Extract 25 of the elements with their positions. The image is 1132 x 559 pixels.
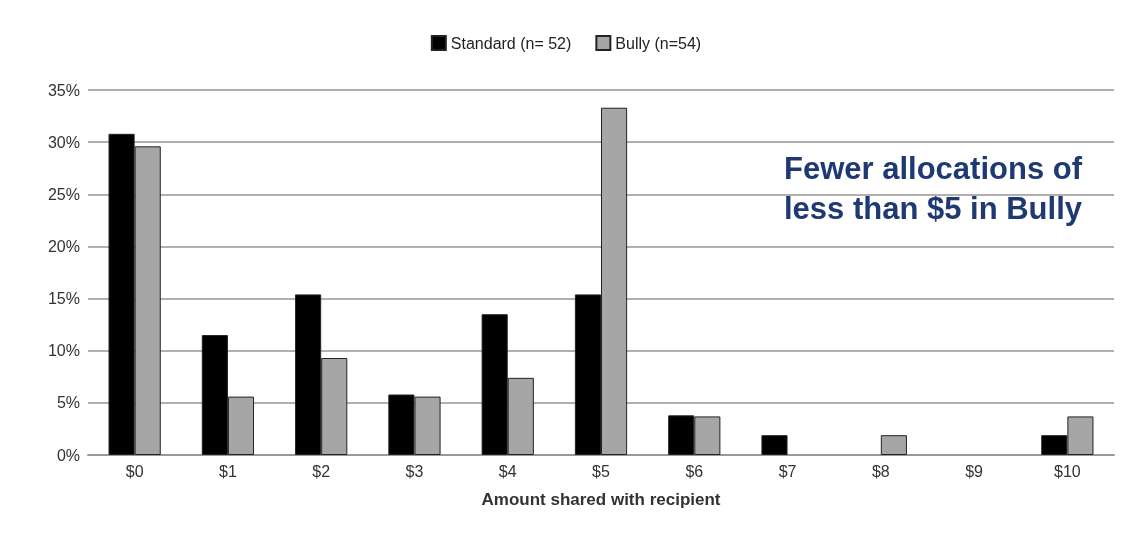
y-tick-label: 35% (47, 81, 80, 99)
x-tick-label: $1 (219, 462, 237, 480)
x-tick-label: $0 (125, 462, 144, 480)
y-tick-label: 10% (47, 342, 80, 360)
x-tick-label: $2 (312, 462, 331, 480)
y-tick-label: 0% (56, 446, 80, 464)
y-tick-label: 25% (47, 185, 80, 203)
x-tick-label: $6 (685, 462, 704, 480)
x-tick-label: $10 (1054, 462, 1081, 480)
x-tick-label: $4 (498, 462, 517, 480)
y-tick-label: 20% (47, 237, 80, 255)
y-tick-label: 5% (56, 394, 80, 412)
x-tick-label: $3 (405, 462, 424, 480)
x-tick-label: $5 (592, 462, 610, 480)
bar (880, 435, 907, 455)
annotation: Fewer allocations of less than $5 in Bully (783, 150, 1083, 226)
x-tick-label: $9 (965, 462, 984, 480)
y-tick-label: 15% (47, 290, 80, 308)
legend-label: Bully (n=54) (615, 34, 702, 52)
x-tick-label: $8 (871, 462, 890, 480)
legend-label: Standard (n= 52) (450, 34, 572, 52)
y-tick-label: 30% (47, 133, 80, 151)
x-axis-title: Amount shared with recipient (481, 490, 721, 509)
bar (761, 435, 788, 455)
x-tick-label: $7 (778, 462, 797, 480)
